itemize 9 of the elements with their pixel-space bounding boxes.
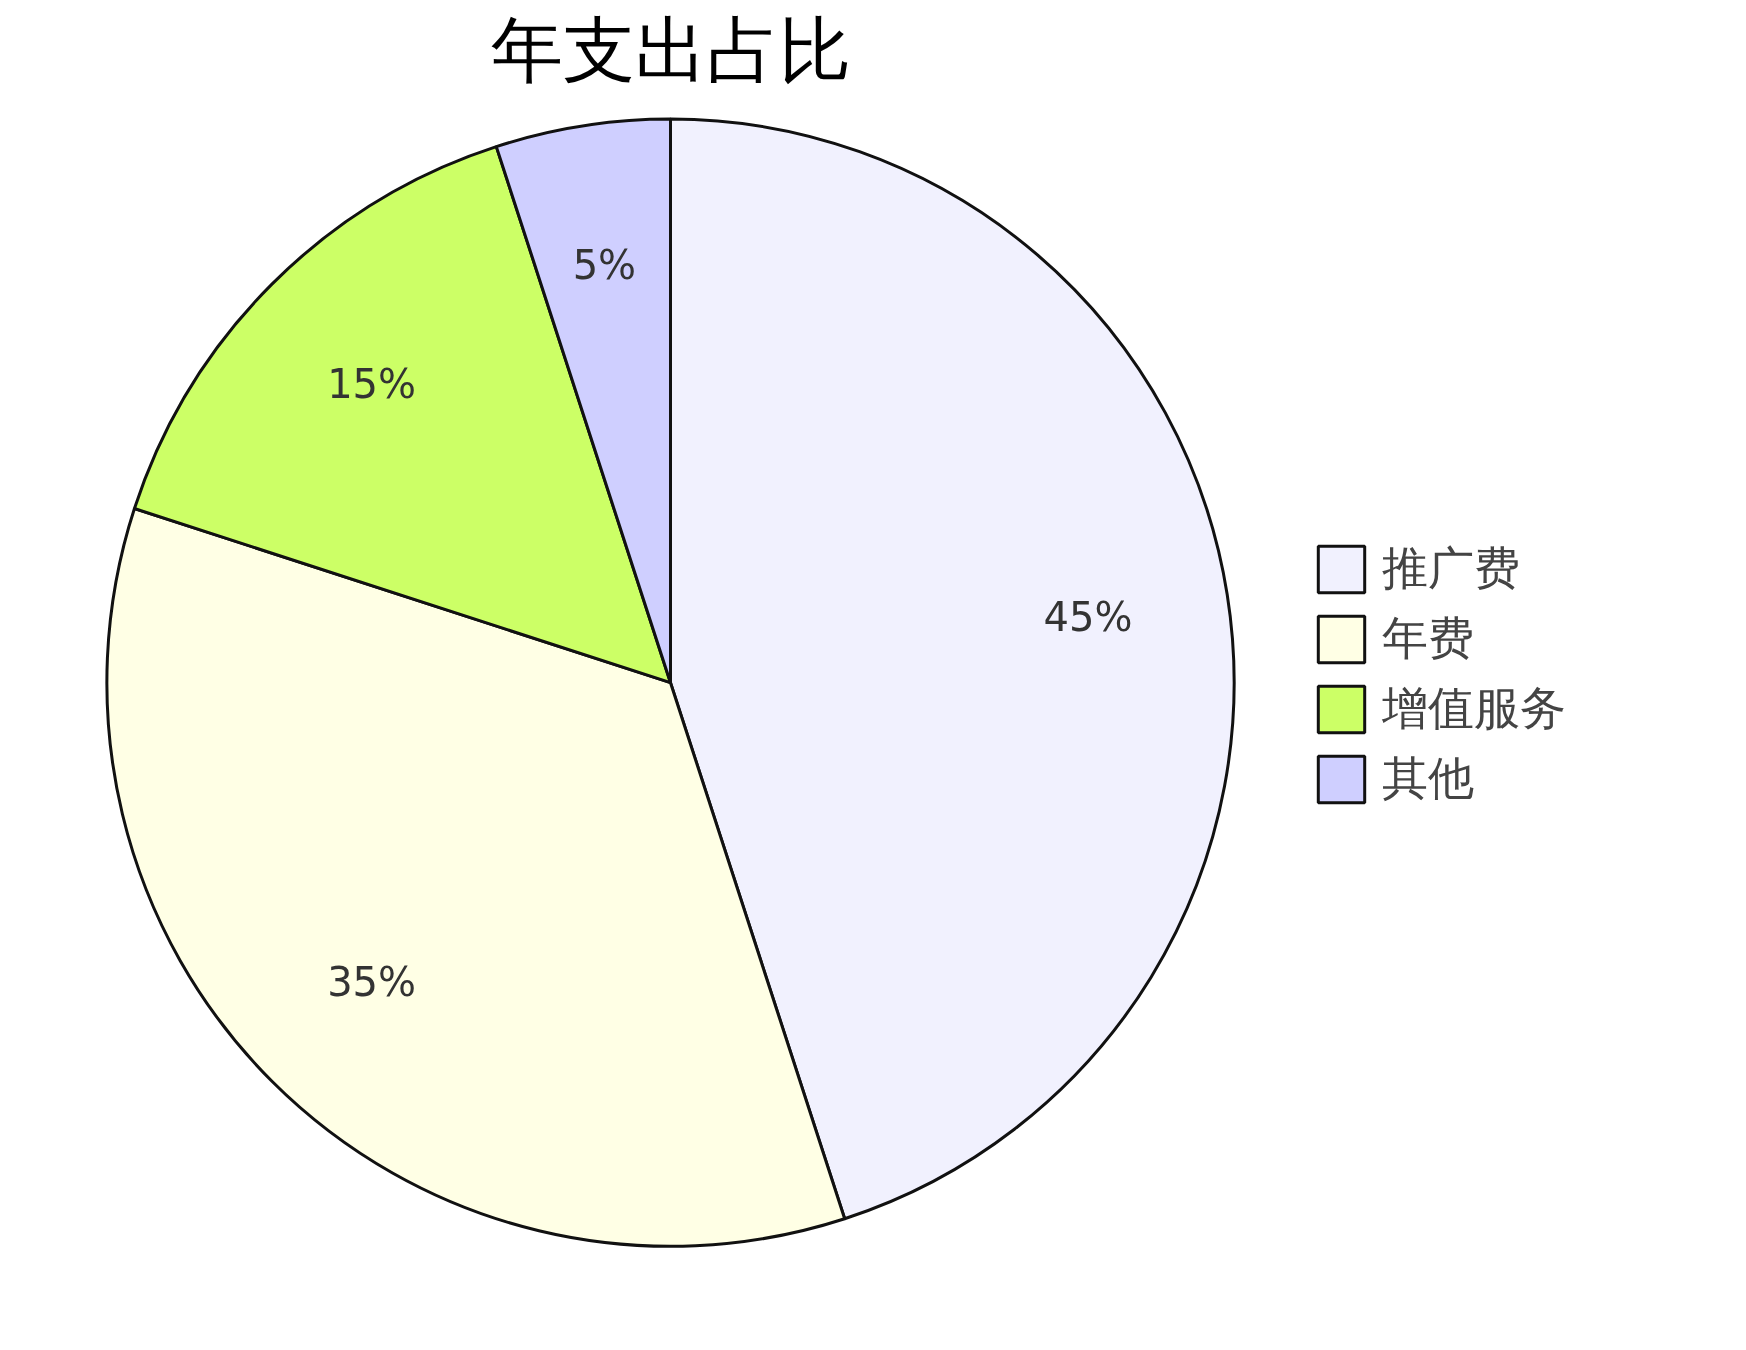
data-label: 45%: [1043, 593, 1133, 640]
legend-label: 增值服务: [1382, 680, 1566, 737]
legend-label: 其他: [1382, 750, 1474, 807]
chart-title: 年支出占比: [490, 7, 851, 92]
legend-label: 年费: [1382, 610, 1474, 667]
data-label: 15%: [327, 360, 417, 407]
data-label: 35%: [327, 958, 417, 1005]
data-label: 5%: [572, 242, 637, 289]
legend-label: 推广费: [1382, 540, 1520, 597]
